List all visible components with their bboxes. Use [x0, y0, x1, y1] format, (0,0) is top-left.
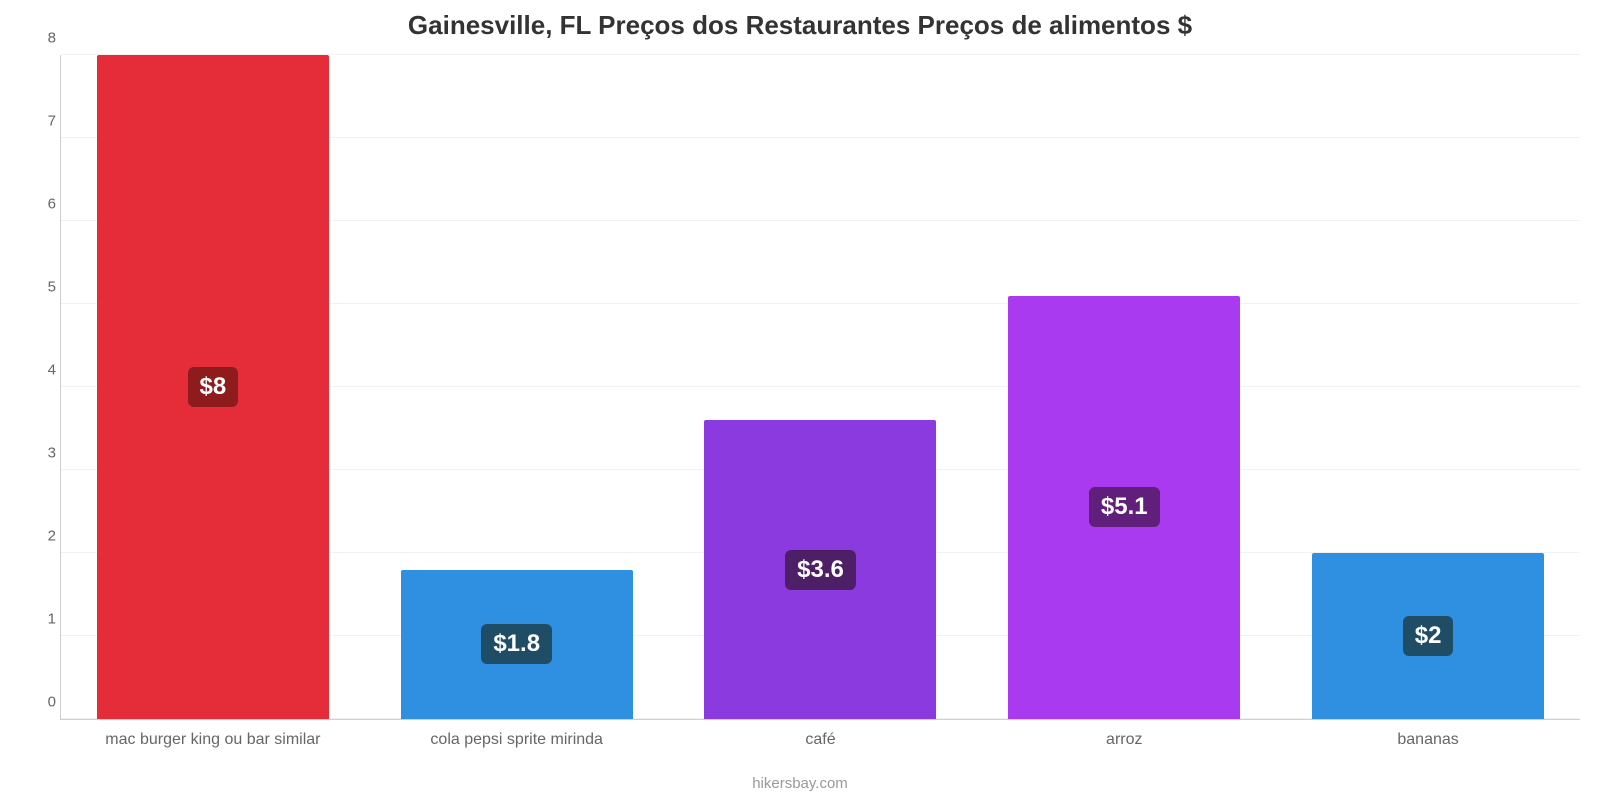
value-badge: $5.1	[1089, 487, 1160, 527]
x-label: café	[805, 731, 835, 749]
bar-slot: $5.1 arroz	[1008, 55, 1240, 719]
y-tick: 6	[26, 196, 56, 213]
chart-title: Gainesville, FL Preços dos Restaurantes …	[0, 10, 1600, 41]
value-badge: $8	[188, 367, 239, 407]
bar-slot: $8 mac burger king ou bar similar	[97, 55, 329, 719]
x-label: arroz	[1106, 731, 1142, 749]
chart-container: Gainesville, FL Preços dos Restaurantes …	[0, 0, 1600, 800]
bar-arroz: $5.1	[1008, 296, 1240, 719]
y-tick: 5	[26, 279, 56, 296]
y-tick: 8	[26, 30, 56, 47]
bars-row: $8 mac burger king ou bar similar $1.8 c…	[61, 55, 1580, 719]
bar-bananas: $2	[1312, 553, 1544, 719]
y-tick: 4	[26, 362, 56, 379]
value-badge: $3.6	[785, 550, 856, 590]
value-badge: $1.8	[481, 624, 552, 664]
y-tick: 3	[26, 445, 56, 462]
y-tick: 2	[26, 528, 56, 545]
y-tick: 1	[26, 611, 56, 628]
bar-slot: $1.8 cola pepsi sprite mirinda	[401, 55, 633, 719]
bar-mac: $8	[97, 55, 329, 719]
x-label: mac burger king ou bar similar	[105, 731, 320, 749]
value-badge: $2	[1403, 616, 1454, 656]
x-label: cola pepsi sprite mirinda	[430, 731, 603, 749]
bar-cafe: $3.6	[704, 420, 936, 719]
x-label: bananas	[1397, 731, 1458, 749]
bar-cola: $1.8	[401, 570, 633, 719]
credit-text: hikersbay.com	[0, 775, 1600, 792]
plot-area: 0 1 2 3 4 5 6 7 8 $8 mac burger king ou …	[60, 55, 1580, 720]
bar-slot: $3.6 café	[704, 55, 936, 719]
y-tick: 7	[26, 113, 56, 130]
y-tick: 0	[26, 694, 56, 711]
bar-slot: $2 bananas	[1312, 55, 1544, 719]
